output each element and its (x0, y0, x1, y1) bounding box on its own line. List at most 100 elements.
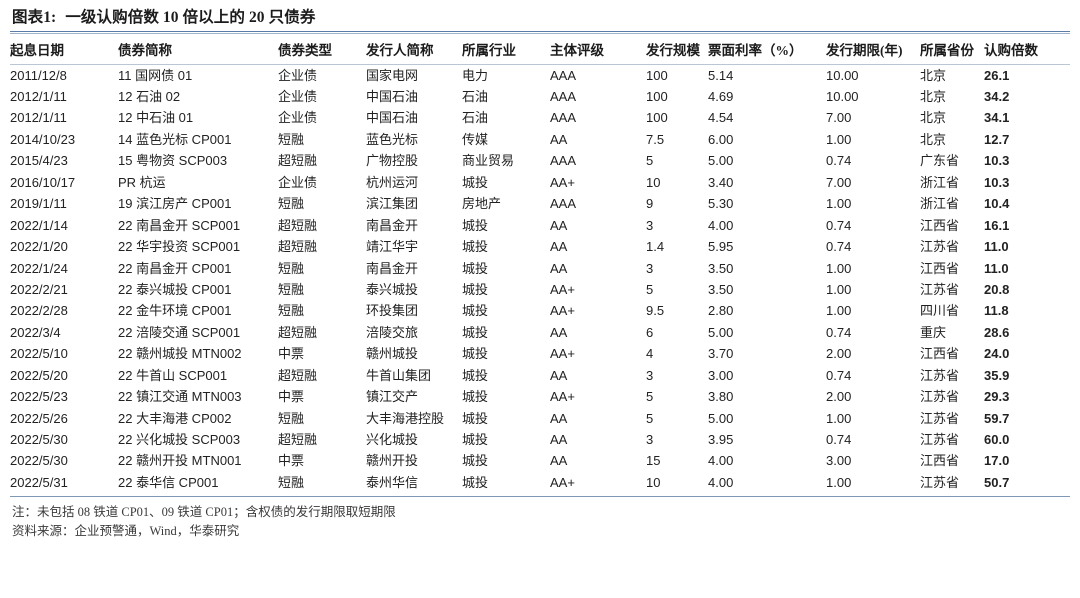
cell-subscription-multiple: 35.9 (984, 367, 1010, 383)
col-header-start-date: 起息日期 (10, 34, 118, 65)
cell-issue-size: 100 (646, 89, 668, 105)
cell-start-date: 2022/1/20 (10, 239, 68, 255)
cell-subscription-multiple: 50.7 (984, 474, 1010, 490)
cell-industry: 城投 (462, 217, 489, 233)
col-header-term: 发行期限(年) (826, 34, 920, 65)
cell-bond-type: 中票 (278, 453, 305, 469)
cell-industry: 电力 (462, 67, 489, 83)
cell-start-date: 2012/1/11 (10, 110, 67, 126)
cell-coupon-rate: 5.00 (708, 153, 734, 169)
table-row: 2022/2/21 22 泰兴城投 CP001 短融 泰兴城投 城投 AA+ 5 3.50 1.… (10, 279, 1070, 300)
cell-bond-type: 企业债 (278, 110, 318, 126)
cell-industry: 石油 (462, 89, 489, 105)
cell-rating: AA (550, 432, 568, 448)
cell-bond-type: 企业债 (278, 174, 318, 190)
cell-issue-term: 0.74 (826, 324, 852, 340)
cell-rating: AAA (550, 89, 577, 105)
cell-industry: 城投 (462, 367, 489, 383)
cell-coupon-rate: 4.69 (708, 89, 734, 105)
table-row: 2022/5/30 22 兴化城投 SCP003 超短融 兴化城投 城投 AA 3 3.95 0… (10, 429, 1070, 450)
cell-province: 江西省 (920, 453, 960, 469)
cell-issuer: 赣州城投 (366, 346, 419, 362)
cell-subscription-multiple: 59.7 (984, 410, 1010, 426)
table-row: 2012/1/11 12 中石油 01 企业债 中国石油 石油 AAA 100 4.54 7.0… (10, 108, 1070, 129)
cell-bond-name: 12 石油 02 (118, 89, 181, 105)
cell-province: 四川省 (920, 303, 960, 319)
cell-start-date: 2011/12/8 (10, 67, 67, 83)
cell-issue-size: 1.4 (646, 239, 665, 255)
cell-issue-term: 10.00 (826, 67, 859, 83)
figure-title: 图表1: 一级认购倍数 10 倍以上的 20 只债券 (10, 0, 1070, 31)
table-row: 2022/5/23 22 镇江交通 MTN003 中票 镇江交产 城投 AA+ 5 3.80 2… (10, 387, 1070, 408)
cell-province: 江苏省 (920, 367, 960, 383)
cell-subscription-multiple: 10.4 (984, 196, 1010, 212)
cell-start-date: 2022/5/20 (10, 367, 68, 383)
figure-label: 图表1: (12, 9, 57, 26)
cell-province: 江西省 (920, 217, 960, 233)
cell-issue-size: 4 (646, 346, 654, 362)
cell-bond-name: 22 南昌金开 CP001 (118, 260, 232, 276)
cell-issuer: 中国石油 (366, 110, 419, 126)
page-title: 一级认购倍数 10 倍以上的 20 只债券 (65, 9, 316, 26)
cell-industry: 城投 (462, 410, 489, 426)
cell-start-date: 2012/1/11 (10, 89, 67, 105)
cell-subscription-multiple: 11.0 (984, 260, 1009, 276)
col-header-industry: 所属行业 (462, 34, 550, 65)
table-row: 2011/12/8 11 国网债 01 企业债 国家电网 电力 AAA 100 5.14 10.… (10, 65, 1070, 87)
cell-issue-term: 10.00 (826, 89, 859, 105)
cell-rating: AA+ (550, 389, 575, 405)
cell-issuer: 国家电网 (366, 67, 419, 83)
cell-issuer: 杭州运河 (366, 174, 419, 190)
cell-coupon-rate: 3.40 (708, 174, 734, 190)
cell-bond-name: 22 南昌金开 SCP001 (118, 217, 241, 233)
cell-province: 江苏省 (920, 389, 960, 405)
cell-rating: AA (550, 239, 568, 255)
cell-rating: AA (550, 367, 568, 383)
cell-subscription-multiple: 34.1 (984, 110, 1010, 126)
cell-issue-size: 3 (646, 217, 654, 233)
table-row: 2022/5/20 22 牛首山 SCP001 超短融 牛首山集团 城投 AA 3 3.00 0… (10, 365, 1070, 386)
cell-subscription-multiple: 60.0 (984, 432, 1010, 448)
cell-subscription-multiple: 11.0 (984, 239, 1009, 255)
cell-industry: 城投 (462, 474, 489, 490)
source-text: 资料来源：企业预警通，Wind，华泰研究 (12, 524, 240, 539)
cell-bond-type: 短融 (278, 196, 305, 212)
col-header-bond-type: 债券类型 (278, 34, 366, 65)
cell-start-date: 2022/1/24 (10, 260, 68, 276)
cell-issue-size: 15 (646, 453, 661, 469)
table-row: 2022/5/10 22 赣州城投 MTN002 中票 赣州城投 城投 AA+ 4 3.70 2… (10, 344, 1070, 365)
cell-bond-name: 22 牛首山 SCP001 (118, 367, 228, 383)
col-header-size: 发行规模 (646, 34, 708, 65)
cell-issue-term: 0.74 (826, 432, 852, 448)
col-header-province: 所属省份 (920, 34, 984, 65)
cell-industry: 传媒 (462, 131, 489, 147)
cell-coupon-rate: 3.50 (708, 260, 734, 276)
cell-issue-term: 7.00 (826, 174, 852, 190)
cell-issue-term: 1.00 (826, 281, 852, 297)
cell-bond-name: 22 泰兴城投 CP001 (118, 281, 232, 297)
cell-rating: AAA (550, 196, 577, 212)
cell-start-date: 2022/3/4 (10, 324, 61, 340)
col-header-rating: 主体评级 (550, 34, 646, 65)
cell-issue-term: 0.74 (826, 217, 852, 233)
cell-start-date: 2022/5/31 (10, 474, 68, 490)
cell-rating: AA+ (550, 174, 575, 190)
cell-industry: 城投 (462, 389, 489, 405)
cell-issue-size: 7.5 (646, 131, 665, 147)
cell-issue-term: 0.74 (826, 367, 852, 383)
cell-subscription-multiple: 29.3 (984, 389, 1010, 405)
cell-bond-name: 15 粤物资 SCP003 (118, 153, 228, 169)
cell-province: 浙江省 (920, 196, 960, 212)
cell-bond-type: 企业债 (278, 89, 318, 105)
cell-issue-term: 1.00 (826, 260, 852, 276)
col-header-coupon: 票面利率（%） (708, 34, 826, 65)
cell-bond-name: 22 大丰海港 CP002 (118, 410, 232, 426)
cell-industry: 城投 (462, 432, 489, 448)
cell-coupon-rate: 4.00 (708, 474, 734, 490)
cell-issuer: 兴化城投 (366, 432, 419, 448)
cell-bond-type: 超短融 (278, 239, 318, 255)
cell-start-date: 2015/4/23 (10, 153, 68, 169)
cell-subscription-multiple: 12.7 (984, 131, 1010, 147)
cell-subscription-multiple: 20.8 (984, 281, 1010, 297)
